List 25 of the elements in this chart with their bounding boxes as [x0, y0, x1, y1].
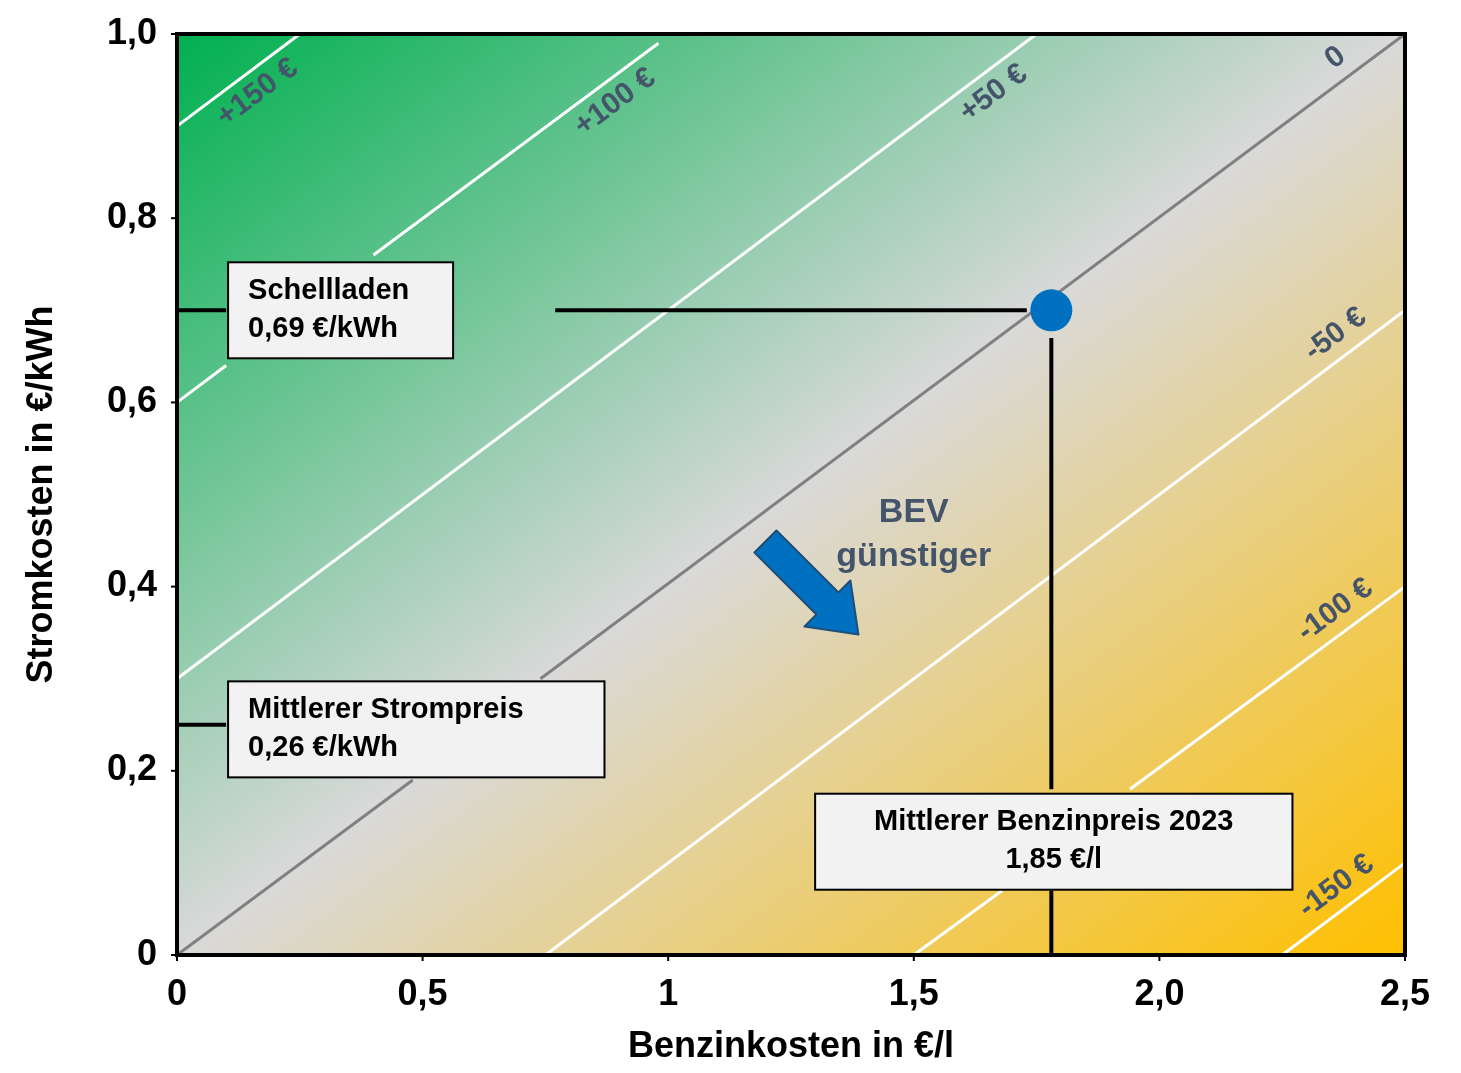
- annotation: BEV günstiger: [836, 491, 992, 574]
- text: 0: [1317, 37, 1351, 75]
- text: +150 €: [209, 49, 304, 132]
- y-tick-label: 0,4: [106, 563, 157, 605]
- y-tick-label: 0,2: [106, 747, 157, 789]
- text: -100 €: [1290, 569, 1379, 647]
- x-axis-title: Benzinkosten in €/l: [627, 1024, 955, 1065]
- text: +50 €: [951, 55, 1033, 128]
- x-tick-label: 2,5: [1379, 972, 1431, 1013]
- y-tick-label: 0: [136, 931, 157, 973]
- annotation: Mittlerer Strompreis 0,26 €/kWh: [248, 692, 524, 763]
- x-tick-label: 1: [658, 972, 679, 1013]
- y-tick-label: 1,0: [106, 10, 157, 52]
- x-tick-label: 0: [166, 972, 188, 1013]
- text: +100 €: [566, 59, 662, 142]
- text: -150 €: [1291, 845, 1380, 924]
- x-tick-label: 2,0: [1134, 972, 1185, 1013]
- y-tick-label: 0,8: [106, 194, 157, 236]
- annotation: Mittlerer Benzinpreis 2023 1,85 €/l: [874, 804, 1234, 875]
- y-tick-label: 0,6: [106, 378, 157, 420]
- y-axis-title: Stromkosten in €/kWh: [19, 305, 60, 684]
- text: -50 €: [1297, 298, 1372, 367]
- x-tick-label: 0,5: [397, 972, 448, 1013]
- x-tick-label: 1,5: [888, 972, 939, 1013]
- annotation: Schellladen 0,69 €/kWh: [248, 272, 410, 343]
